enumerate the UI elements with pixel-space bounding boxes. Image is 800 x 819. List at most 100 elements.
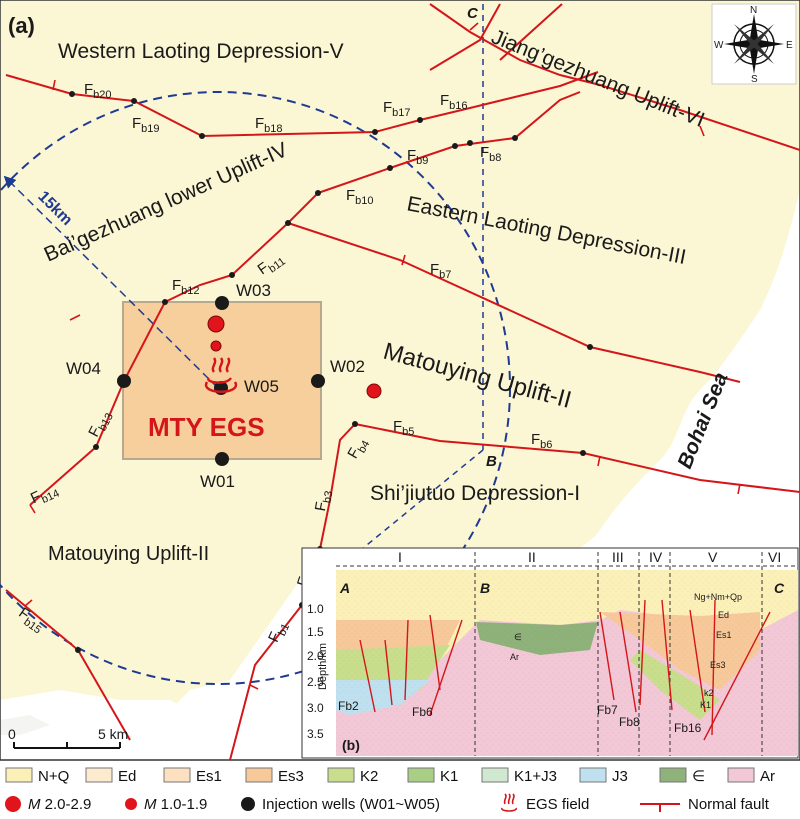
compass-n: N xyxy=(750,5,757,16)
panel-b-label: (b) xyxy=(342,737,360,753)
legend-label: J3 xyxy=(612,768,628,785)
unit-label: Ed xyxy=(718,610,729,620)
radius-line xyxy=(3,175,219,389)
zone-ii: II xyxy=(528,549,536,565)
section-fault-fb8: Fb8 xyxy=(619,715,640,729)
legend-label: K1+J3 xyxy=(514,768,557,785)
zone-iii: III xyxy=(612,549,624,565)
cross-section-inset: I II III IV V VI xyxy=(301,547,799,759)
y-tick: 3.0 xyxy=(307,701,324,715)
fault-label-fb5: Fb5 xyxy=(393,418,414,438)
unit-label: k2 xyxy=(704,688,714,698)
fault-jiang-north xyxy=(429,3,501,71)
legend-mag-large: M 2.0-2.9 xyxy=(28,796,91,813)
legend-swatch xyxy=(481,767,509,783)
region-western-laoting: Western Laoting Depression-V xyxy=(58,40,344,63)
legend-normal-fault: Normal fault xyxy=(688,796,770,813)
coast-patch xyxy=(0,690,190,740)
zone-i: I xyxy=(398,549,402,565)
legend-label: K1 xyxy=(440,768,458,785)
legend-label: N+Q xyxy=(38,768,69,785)
legend-label: Ed xyxy=(118,768,136,785)
legend-injection-icon xyxy=(241,797,255,811)
fault-fb13-fb14 xyxy=(29,301,166,506)
legend-swatch xyxy=(245,767,273,783)
unit-label: Es3 xyxy=(710,660,726,670)
fault-labels: Fb20 Fb19 Fb18 Fb17 Fb16 Fb9 Fb8 Fb10 Fb… xyxy=(15,81,552,645)
legend-quake-small-icon xyxy=(125,798,137,810)
legend-swatch xyxy=(727,767,755,783)
legend-swatch xyxy=(407,767,435,783)
fault-label-fb20: Fb20 xyxy=(84,81,112,101)
y-tick: 1.0 xyxy=(307,602,324,616)
fault-fb9 xyxy=(317,91,581,194)
unit-label: Ng+Nm+Qp xyxy=(694,592,742,602)
section-fault-fb16: Fb16 xyxy=(674,721,702,735)
fault-jiang-ne xyxy=(499,3,563,61)
fault-network xyxy=(5,3,800,761)
zone-vi: VI xyxy=(768,549,781,565)
zone-iv: IV xyxy=(649,549,663,565)
fault-jianggezhuang xyxy=(429,3,800,151)
fault-label-fb19: Fb19 xyxy=(132,115,160,135)
legend-swatch xyxy=(327,767,355,783)
well-w01-marker xyxy=(215,452,229,466)
depth-axis-label: Depth/km xyxy=(317,643,329,690)
legend-label: Ar xyxy=(760,768,775,785)
scale-end: 5 km xyxy=(98,726,128,742)
fault-label-fb7: Fb7 xyxy=(430,261,451,281)
legend: N+Q Ed Es1 Es3 K2 K1 K1+J3 J3 ∈ Ar M 2.0-2.9 M 1.0-… xyxy=(5,767,775,813)
legend-swatch xyxy=(5,767,33,783)
section-c: C xyxy=(467,5,479,22)
fault-label-fb3: Fb3 xyxy=(312,489,335,514)
y-tick: 1.5 xyxy=(307,625,324,639)
zone-v: V xyxy=(708,549,718,565)
well-w04-marker xyxy=(117,374,131,388)
unit-label: ∈ xyxy=(514,632,522,642)
section-fault-fb2: Fb2 xyxy=(338,699,359,713)
section-fault-fb6: Fb6 xyxy=(412,705,433,719)
land-area-south xyxy=(0,565,540,740)
well-w03-label: W03 xyxy=(236,281,271,300)
earthquake-large xyxy=(207,315,225,333)
earthquake-small xyxy=(210,340,222,352)
y-tick: 2.0 xyxy=(307,649,324,663)
well-w03-marker xyxy=(215,296,229,310)
fault-label-fb8: Fb8 xyxy=(480,144,501,164)
y-tick: 3.5 xyxy=(307,727,324,741)
unit-label: Es1 xyxy=(716,630,732,640)
well-w01-label: W01 xyxy=(200,472,235,491)
region-matouying-west: Matouying Uplift-II xyxy=(48,543,209,565)
section-b-inset: B xyxy=(480,580,490,596)
map-frame xyxy=(0,0,800,761)
legend-label: Es3 xyxy=(278,768,304,785)
coast-shoal xyxy=(0,715,50,735)
fault-label-fb9: Fb9 xyxy=(407,147,428,167)
section-b: B xyxy=(486,453,497,470)
compass-w: W xyxy=(714,40,724,51)
egs-label: MTY EGS xyxy=(148,412,265,442)
well-w02-marker xyxy=(311,374,325,388)
fault-label-fb6: Fb6 xyxy=(531,431,552,451)
section-a-inset: A xyxy=(339,580,350,596)
legend-swatch xyxy=(85,767,113,783)
legend-swatch xyxy=(163,767,191,783)
fault-label-fb16: Fb16 xyxy=(440,92,468,112)
compass-icon: N S E W xyxy=(711,3,797,85)
egs-field-icon xyxy=(204,357,238,393)
legend-label: Es1 xyxy=(196,768,222,785)
legend-quake-large-icon xyxy=(5,796,21,812)
unit-label: K1 xyxy=(700,700,711,710)
well-w02-label: W02 xyxy=(330,357,365,376)
well-w05-label: W05 xyxy=(244,377,279,396)
fault-label-fb10: Fb10 xyxy=(346,187,374,207)
legend-egs-field: EGS field xyxy=(526,796,589,813)
legend-label: ∈ xyxy=(692,768,705,785)
legend-mag-small: M 1.0-1.9 xyxy=(144,796,207,813)
panel-a-label: (a) xyxy=(8,13,35,38)
legend-label: K2 xyxy=(360,768,378,785)
section-c-inset: C xyxy=(774,580,785,596)
unit-label: Ar xyxy=(510,652,519,662)
radius-circle xyxy=(0,91,511,685)
